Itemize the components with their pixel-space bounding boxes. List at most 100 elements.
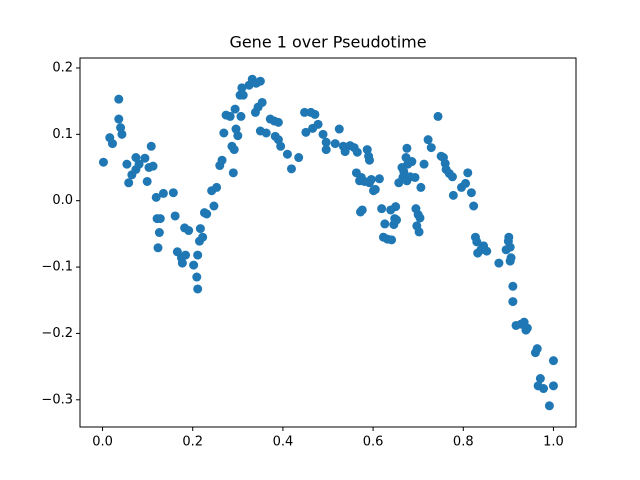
point [158, 188, 168, 198]
point [209, 201, 219, 211]
point [506, 253, 516, 263]
point [134, 159, 144, 169]
point [448, 190, 458, 200]
x-tick-label: 0.4 [273, 435, 294, 450]
point [330, 139, 340, 149]
point [153, 243, 163, 253]
point [548, 381, 558, 391]
point [387, 235, 397, 245]
point [414, 227, 424, 237]
point [148, 161, 158, 171]
point [122, 159, 132, 169]
point [505, 242, 515, 252]
point [230, 104, 240, 114]
point [225, 111, 235, 121]
point [544, 401, 554, 411]
point [416, 182, 426, 192]
point [522, 323, 532, 333]
point [154, 228, 164, 238]
point [415, 213, 425, 223]
point [140, 153, 150, 163]
point [410, 172, 420, 182]
point [482, 246, 492, 256]
y-tick-label: 0.0 [52, 193, 73, 208]
point [380, 219, 390, 229]
point [419, 159, 429, 169]
point [189, 260, 199, 270]
point [447, 172, 457, 182]
x-tick-label: 1.0 [543, 435, 564, 450]
point [321, 137, 331, 147]
y-tick-label: −0.2 [41, 326, 73, 341]
point [114, 114, 124, 124]
point [228, 168, 238, 178]
point [374, 174, 384, 184]
point [146, 141, 156, 151]
x-tick-label: 0.2 [182, 435, 203, 450]
point [532, 344, 542, 354]
point [301, 127, 311, 137]
point [300, 107, 310, 117]
point [391, 202, 401, 212]
point [508, 281, 518, 291]
point [238, 90, 248, 100]
point [466, 188, 476, 198]
point [407, 157, 417, 167]
point [170, 211, 180, 221]
point [107, 139, 117, 149]
point [461, 178, 471, 188]
point [318, 129, 328, 139]
point [124, 178, 134, 188]
point [217, 155, 227, 165]
point [202, 209, 212, 219]
point [195, 224, 205, 234]
point [321, 145, 331, 155]
point [377, 204, 387, 214]
point [229, 145, 239, 155]
point [212, 182, 222, 192]
point [340, 147, 350, 157]
point [117, 129, 127, 139]
point [177, 258, 187, 268]
point [193, 250, 203, 260]
point [535, 374, 545, 384]
point [423, 135, 433, 145]
point [364, 155, 374, 165]
point [399, 166, 409, 176]
axes-frame [79, 57, 577, 428]
x-tick-label: 0.8 [453, 435, 474, 450]
chart-title: Gene 1 over Pseudotime [229, 33, 426, 52]
point [426, 143, 436, 153]
point [193, 284, 203, 294]
point [352, 147, 362, 157]
point [504, 232, 514, 242]
point [261, 128, 271, 138]
point [273, 117, 283, 127]
point [370, 184, 380, 194]
point [237, 83, 247, 93]
point [114, 94, 124, 104]
point [548, 356, 558, 366]
point [469, 201, 479, 211]
point [392, 215, 402, 225]
point [294, 153, 304, 163]
point [257, 97, 267, 107]
point [198, 232, 208, 242]
point [286, 164, 296, 174]
point [539, 384, 549, 394]
point [168, 188, 178, 198]
point [357, 205, 367, 215]
x-tick-label: 0.6 [363, 435, 384, 450]
point [142, 176, 152, 186]
point [310, 109, 320, 119]
point [508, 297, 518, 307]
point [181, 250, 191, 260]
point [313, 119, 323, 129]
point [366, 174, 376, 184]
plot-area [98, 74, 558, 411]
point [402, 143, 412, 153]
point [184, 226, 194, 236]
y-tick-label: −0.3 [41, 392, 73, 407]
